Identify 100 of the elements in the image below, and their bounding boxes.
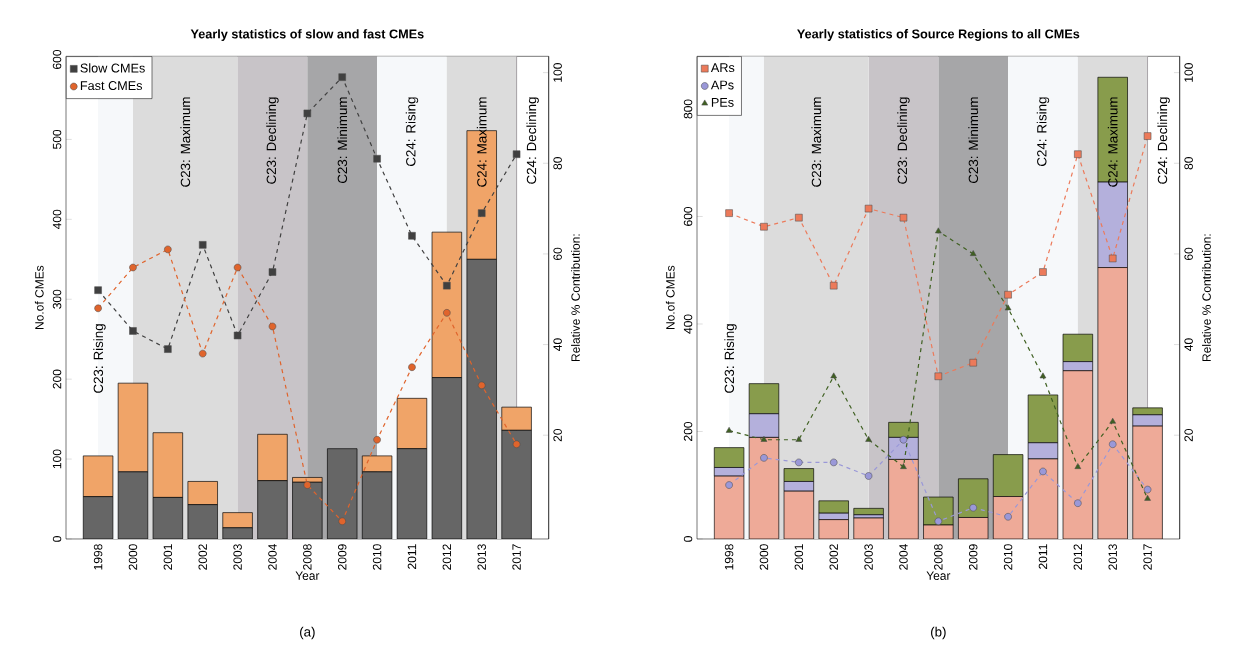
point xyxy=(864,472,873,480)
point xyxy=(900,463,907,469)
point xyxy=(865,436,872,442)
point xyxy=(303,481,312,489)
x-tick-label: 2009 xyxy=(968,544,978,570)
point xyxy=(830,372,837,379)
point xyxy=(443,281,451,290)
x-tick-label: 2017 xyxy=(1143,544,1152,570)
y2-tick-label: 20 xyxy=(1184,428,1193,442)
point xyxy=(477,381,486,390)
point xyxy=(1039,467,1047,476)
x-tick-label: 2004 xyxy=(268,544,277,570)
point xyxy=(233,331,242,340)
point xyxy=(1144,494,1151,501)
legend-label: Slow CMEs xyxy=(80,63,145,73)
y2-axis-title: Relative % Contribution: xyxy=(1202,234,1211,362)
y2-tick-label: 80 xyxy=(553,157,562,170)
point xyxy=(760,222,768,231)
y-tick-label: 500 xyxy=(52,129,62,149)
point xyxy=(1108,254,1117,263)
y-tick-label: 0 xyxy=(683,536,693,542)
bar xyxy=(327,448,358,539)
point xyxy=(1109,417,1116,424)
point xyxy=(1074,150,1082,158)
y2-tick-label: 40 xyxy=(553,338,562,351)
point xyxy=(338,517,346,526)
point xyxy=(934,517,943,526)
x-tick-label: 2011 xyxy=(1038,544,1048,569)
band-label: C23: Minimum xyxy=(337,97,348,184)
point xyxy=(94,304,102,313)
x-tick-label: 2003 xyxy=(233,544,242,570)
x-tick-label: 2013 xyxy=(1108,544,1117,570)
x-axis-title: Year xyxy=(295,571,320,580)
point xyxy=(443,309,451,317)
y-tick-label: 800 xyxy=(683,99,693,119)
point xyxy=(1004,304,1012,311)
x-tick-label: 2009 xyxy=(337,544,347,570)
point xyxy=(129,263,137,272)
point xyxy=(969,250,977,256)
x-tick-label: 2012 xyxy=(442,544,452,570)
legend-label: PEs xyxy=(711,98,734,107)
point xyxy=(795,436,803,442)
point xyxy=(1074,499,1082,507)
y2-axis-title: Relative % Contribution: xyxy=(571,234,580,362)
bar xyxy=(152,432,183,498)
x-tick-label: 2017 xyxy=(512,544,521,570)
y-tick-label: 600 xyxy=(683,206,693,226)
point xyxy=(1143,485,1152,494)
bar xyxy=(187,481,218,505)
x-tick-label: 2010 xyxy=(1003,544,1013,570)
x-tick-label: 2002 xyxy=(829,544,838,570)
x-axis-title: Year xyxy=(926,571,951,580)
bar xyxy=(118,471,148,539)
point xyxy=(1074,463,1082,469)
x-tick-label: 2011 xyxy=(407,544,417,569)
point xyxy=(94,286,102,294)
bar xyxy=(257,480,288,539)
band-label: C24: Maximum xyxy=(476,97,487,187)
y-tick-label: 0 xyxy=(52,536,62,542)
text: (a) xyxy=(300,626,315,640)
bar xyxy=(396,398,428,450)
point xyxy=(829,458,838,467)
bar xyxy=(292,482,323,539)
point xyxy=(303,109,312,118)
point xyxy=(760,454,768,462)
point xyxy=(1039,372,1047,379)
point xyxy=(268,322,277,331)
point xyxy=(1039,268,1047,276)
legend-label: Fast CMEs xyxy=(80,81,143,91)
point xyxy=(725,209,733,217)
x-tick-label: 2001 xyxy=(794,544,804,570)
point xyxy=(934,372,943,381)
bar xyxy=(187,504,218,539)
band-label: C23: Rising xyxy=(724,324,737,393)
bar xyxy=(361,455,393,473)
band-label: C23: Maximum xyxy=(180,97,191,187)
legend-label: ARs xyxy=(710,63,735,73)
y-tick-label: 200 xyxy=(52,369,62,389)
y-tick-label: 600 xyxy=(52,49,62,69)
band-label: C24: Rising xyxy=(1036,97,1050,167)
ref-line-label: C24: Declining xyxy=(526,97,539,184)
point xyxy=(760,436,768,442)
bar xyxy=(432,377,462,539)
x-tick-label: 2013 xyxy=(477,544,486,570)
point xyxy=(164,245,172,254)
y2-tick-label: 80 xyxy=(1184,157,1193,170)
x-tick-label: 2001 xyxy=(163,544,173,570)
y-tick-label: 400 xyxy=(52,209,62,230)
bar xyxy=(466,259,497,539)
point xyxy=(969,358,977,367)
point xyxy=(1108,440,1117,448)
y-tick-label: 300 xyxy=(52,289,62,309)
point xyxy=(725,481,733,489)
bar xyxy=(83,496,113,539)
x-tick-label: 1998 xyxy=(724,544,734,570)
x-tick-label: 2010 xyxy=(372,544,382,570)
y-tick-label: 100 xyxy=(52,449,62,469)
x-tick-label: 1998 xyxy=(93,544,103,570)
x-tick-label: 2000 xyxy=(128,544,138,570)
band-label: C23: Maximum xyxy=(811,97,822,187)
